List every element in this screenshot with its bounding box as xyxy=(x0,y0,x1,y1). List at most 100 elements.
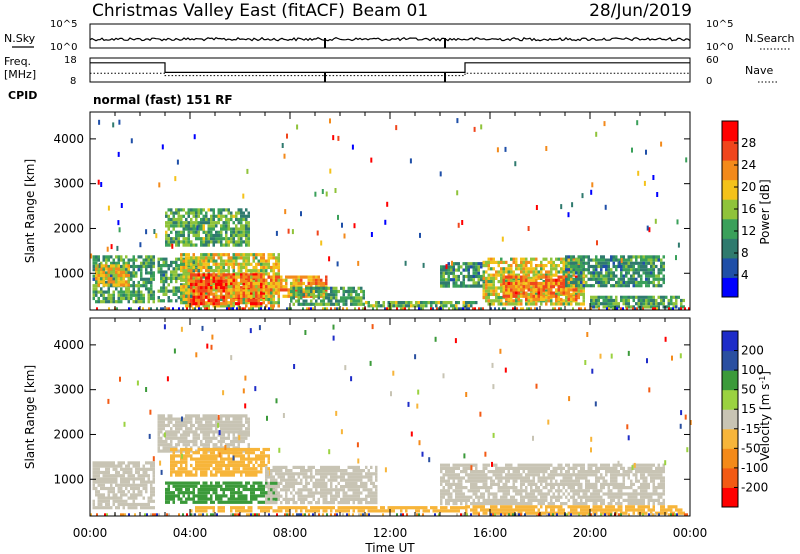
data-cell xyxy=(558,307,560,311)
data-cell xyxy=(177,230,180,234)
data-cell xyxy=(130,506,133,510)
data-cell xyxy=(650,305,653,309)
data-cell xyxy=(170,494,173,498)
data-cell xyxy=(500,296,503,300)
data-cell xyxy=(240,447,243,452)
data-cell xyxy=(145,255,148,259)
data-cell xyxy=(95,480,98,484)
data-cell xyxy=(200,430,203,434)
data-cell xyxy=(190,430,193,434)
data-cell xyxy=(232,221,235,225)
data-cell xyxy=(192,457,195,461)
data-cell xyxy=(622,280,625,285)
data-cell xyxy=(187,414,190,418)
data-cell xyxy=(92,268,95,272)
data-cell xyxy=(462,268,465,272)
data-cell xyxy=(120,300,123,304)
data-cell xyxy=(226,307,228,311)
data-cell xyxy=(187,221,190,225)
data-cell xyxy=(245,285,248,289)
data-cell xyxy=(115,283,118,287)
data-cell xyxy=(165,221,168,225)
data-cell xyxy=(95,290,98,294)
data-cell xyxy=(207,427,210,431)
data-cell xyxy=(125,287,128,291)
data-cell xyxy=(287,501,290,505)
data-cell xyxy=(230,420,233,424)
data-cell xyxy=(600,295,603,299)
data-cell xyxy=(242,240,245,244)
data-cell xyxy=(612,255,615,259)
data-cell xyxy=(515,257,518,261)
data-cell xyxy=(160,257,163,261)
data-cell xyxy=(167,227,170,231)
data-cell xyxy=(530,267,533,271)
nsky-trace xyxy=(89,36,691,48)
data-cell xyxy=(447,265,450,269)
data-cell xyxy=(187,288,190,292)
data-cell xyxy=(127,283,130,287)
data-cell xyxy=(292,275,295,279)
data-cell xyxy=(182,301,185,305)
data-cell xyxy=(632,261,635,265)
data-cell xyxy=(230,430,233,434)
data-cell xyxy=(116,245,119,251)
data-cell xyxy=(265,288,268,292)
data-cell xyxy=(167,237,170,241)
data-cell xyxy=(182,470,185,474)
data-cell xyxy=(217,302,220,306)
data-cell xyxy=(180,491,183,495)
data-cell xyxy=(322,289,325,294)
data-cell xyxy=(142,470,145,475)
data-cell xyxy=(362,293,365,297)
data-cell xyxy=(200,269,203,273)
data-cell xyxy=(565,261,568,265)
data-cell xyxy=(200,497,203,501)
data-cell xyxy=(292,472,295,476)
data-cell xyxy=(205,262,208,266)
data-cell xyxy=(462,284,465,288)
data-cell xyxy=(145,502,148,507)
data-cell xyxy=(250,307,252,311)
data-cell xyxy=(142,474,145,478)
data-cell xyxy=(320,286,323,290)
data-cell xyxy=(607,274,610,278)
data-cell xyxy=(270,265,273,270)
data-cell xyxy=(187,230,190,234)
data-cell xyxy=(102,496,105,500)
data-cell xyxy=(232,285,235,289)
data-cell xyxy=(240,294,243,298)
data-cell xyxy=(461,220,464,225)
data-cell xyxy=(105,277,108,281)
data-cell xyxy=(115,493,118,497)
data-cell xyxy=(240,221,243,225)
data-cell xyxy=(595,258,598,262)
data-cell xyxy=(305,485,308,489)
data-cell xyxy=(172,289,175,293)
data-cell xyxy=(122,273,125,278)
data-cell xyxy=(157,289,160,293)
data-cell xyxy=(170,427,173,431)
data-cell xyxy=(240,491,243,495)
data-cell xyxy=(200,302,203,306)
data-cell xyxy=(160,264,163,268)
data-cell xyxy=(237,491,240,495)
data-cell xyxy=(267,501,270,505)
data-cell xyxy=(257,454,260,458)
data-cell xyxy=(620,255,623,259)
data-cell xyxy=(275,494,278,498)
data-cell xyxy=(510,294,513,298)
data-cell xyxy=(350,299,353,303)
data-cell xyxy=(487,283,490,287)
data-cell xyxy=(257,276,260,280)
data-cell xyxy=(270,297,273,302)
data-cell xyxy=(112,499,115,503)
data-cell xyxy=(250,447,253,452)
data-cell xyxy=(162,423,165,428)
data-cell xyxy=(312,278,315,282)
data-cell xyxy=(225,430,228,434)
data-cell xyxy=(147,300,150,304)
data-cell xyxy=(207,436,210,440)
data-cell xyxy=(582,284,585,288)
data-cell xyxy=(555,278,558,282)
